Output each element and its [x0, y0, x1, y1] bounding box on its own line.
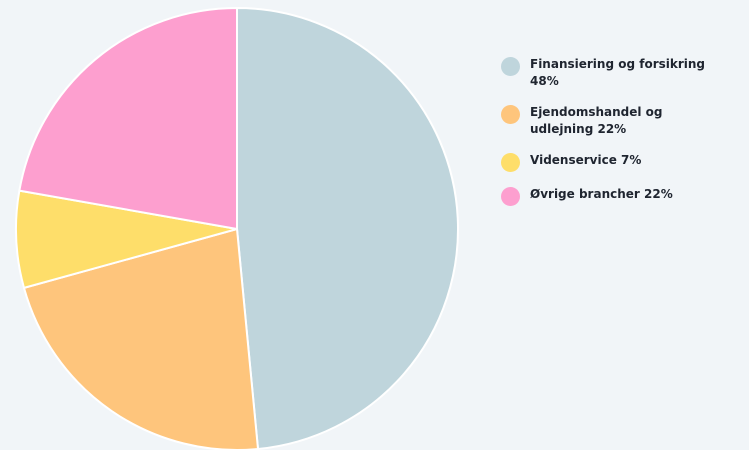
legend-swatch-ejendomshandel	[501, 105, 520, 124]
legend-item-videnservice: Videnservice 7%	[501, 152, 749, 172]
legend-label-finansiering: Finansiering og forsikring 48%	[530, 56, 705, 90]
legend-label-ovrige: Øvrige brancher 22%	[530, 186, 673, 203]
legend-swatch-finansiering	[501, 57, 520, 76]
legend-label-videnservice: Videnservice 7%	[530, 152, 641, 169]
legend-item-finansiering: Finansiering og forsikring 48%	[501, 56, 749, 90]
legend-item-ejendomshandel: Ejendomshandel og udlejning 22%	[501, 104, 749, 138]
chart-legend: Finansiering og forsikring 48% Ejendomsh…	[501, 56, 749, 220]
legend-item-ovrige: Øvrige brancher 22%	[501, 186, 749, 206]
legend-swatch-ovrige	[501, 187, 520, 206]
legend-swatch-videnservice	[501, 153, 520, 172]
pie-slice-finansiering	[237, 8, 458, 449]
pie-slice-ovrige	[19, 8, 237, 229]
legend-label-ejendomshandel: Ejendomshandel og udlejning 22%	[530, 104, 663, 138]
